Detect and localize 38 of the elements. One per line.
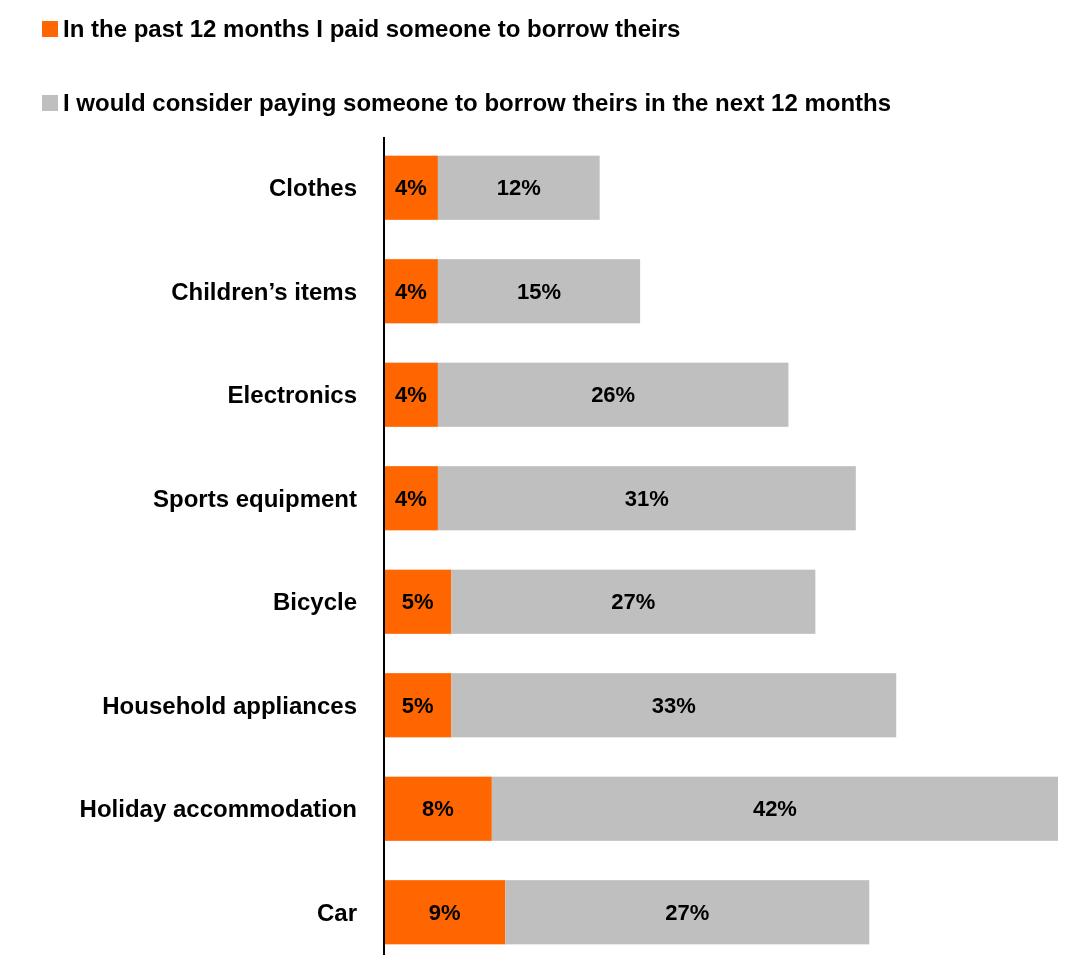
data-label: 12% xyxy=(496,175,541,201)
bar xyxy=(505,880,870,945)
y-tick-label: Car xyxy=(316,898,357,926)
bar xyxy=(437,466,856,531)
data-label: 15% xyxy=(517,278,562,304)
bar xyxy=(451,673,897,738)
data-label: 4% xyxy=(395,485,427,511)
bar xyxy=(437,155,600,220)
bar xyxy=(384,776,492,841)
data-label: 5% xyxy=(401,589,434,615)
data-label: 26% xyxy=(591,382,636,408)
data-label: 9% xyxy=(428,899,461,925)
bar xyxy=(437,259,641,324)
data-label: 5% xyxy=(401,692,434,718)
bar xyxy=(384,880,506,945)
data-label: 27% xyxy=(665,899,710,925)
y-tick-label: Electronics xyxy=(227,381,357,409)
bar xyxy=(384,673,452,738)
bar xyxy=(437,362,789,427)
data-label: 4% xyxy=(395,278,427,304)
y-tick-label: Bicycle xyxy=(272,588,357,616)
data-label: 27% xyxy=(611,589,656,615)
data-label: 4% xyxy=(395,382,427,408)
y-tick-label: Children’s items xyxy=(171,277,357,305)
y-tick-label: Sports equipment xyxy=(152,484,357,512)
y-tick-label: Household appliances xyxy=(102,691,357,719)
bar xyxy=(491,776,1058,841)
y-tick-label: Clothes xyxy=(268,174,357,202)
data-label: 31% xyxy=(624,485,669,511)
bar xyxy=(451,569,816,634)
data-label: 33% xyxy=(651,692,696,718)
legend-label: I would consider paying someone to borrow theirs in the next 12 months xyxy=(63,89,892,116)
data-label: 42% xyxy=(752,796,797,822)
legend-label: In the past 12 months I paid someone to borrow theirs xyxy=(63,15,681,42)
data-label: 8% xyxy=(422,796,454,822)
bar xyxy=(384,569,452,634)
data-label: 4% xyxy=(395,175,427,201)
y-tick-label: Holiday accommodation xyxy=(79,795,357,823)
